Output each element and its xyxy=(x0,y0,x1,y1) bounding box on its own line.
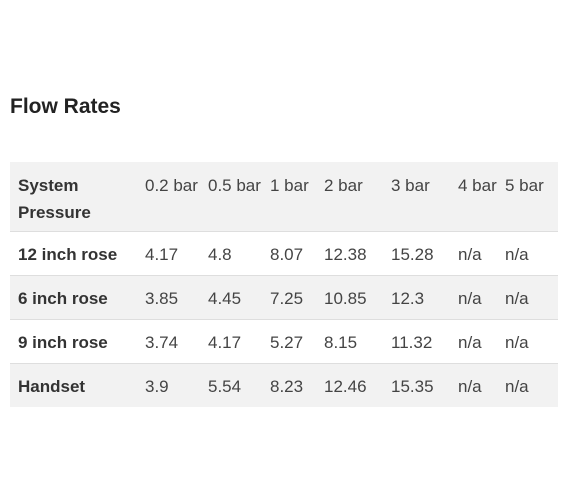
page-title: Flow Rates xyxy=(10,95,121,118)
table-row: 9 inch rose 3.74 4.17 5.27 8.15 11.32 n/… xyxy=(10,319,558,364)
table-cell: 11.32 xyxy=(391,333,433,352)
table-cell: 3.85 xyxy=(145,289,179,308)
table-cell: 5.54 xyxy=(208,377,242,396)
table-cell: 3.74 xyxy=(145,333,179,352)
table-cell: 4.45 xyxy=(208,289,242,308)
table-cell: 4.17 xyxy=(208,333,242,352)
table-row: Handset 3.9 5.54 8.23 12.46 15.35 n/a n/… xyxy=(10,363,558,407)
column-header: 1 bar xyxy=(270,176,309,195)
table-header-row: System Pressure 0.2 bar 0.5 bar 1 bar 2 … xyxy=(10,162,558,232)
table-row: 6 inch rose 3.85 4.45 7.25 10.85 12.3 n/… xyxy=(10,275,558,320)
row-label: 6 inch rose xyxy=(18,289,108,308)
row-label: Handset xyxy=(18,377,86,396)
table-cell: 8.23 xyxy=(270,377,304,396)
table-cell: 12.3 xyxy=(391,289,425,308)
table-cell: n/a xyxy=(458,289,482,308)
table-cell: 8.15 xyxy=(324,333,358,352)
table-cell: n/a xyxy=(505,333,529,352)
table-cell: 8.07 xyxy=(270,245,304,264)
table-cell: 7.25 xyxy=(270,289,304,308)
table-cell: n/a xyxy=(458,333,482,352)
column-header: 2 bar xyxy=(324,176,363,195)
table-cell: n/a xyxy=(458,377,482,396)
column-header: 0.2 bar xyxy=(145,176,198,195)
table-cell: n/a xyxy=(505,289,529,308)
column-header: 5 bar xyxy=(505,176,544,195)
table-cell: n/a xyxy=(505,245,529,264)
table-cell: n/a xyxy=(505,377,529,396)
table-cell: 12.38 xyxy=(324,245,367,264)
row-label: 9 inch rose xyxy=(18,333,108,352)
table-cell: 5.27 xyxy=(270,333,304,352)
table-cell: 12.46 xyxy=(324,377,367,396)
column-header: 3 bar xyxy=(391,176,430,195)
table-row: 12 inch rose 4.17 4.8 8.07 12.38 15.28 n… xyxy=(10,231,558,276)
row-label: 12 inch rose xyxy=(18,245,118,264)
flow-rates-table: System Pressure 0.2 bar 0.5 bar 1 bar 2 … xyxy=(10,162,558,407)
table-cell: 10.85 xyxy=(324,289,367,308)
table-cell: 3.9 xyxy=(145,377,169,396)
table-cell: 4.17 xyxy=(145,245,179,264)
table-cell: 15.28 xyxy=(391,245,434,264)
table-cell: 4.8 xyxy=(208,245,232,264)
table-cell: n/a xyxy=(458,245,482,264)
column-header: 0.5 bar xyxy=(208,176,261,195)
column-header: 4 bar xyxy=(458,176,497,195)
column-header: System Pressure xyxy=(18,176,91,222)
table-cell: 15.35 xyxy=(391,377,434,396)
